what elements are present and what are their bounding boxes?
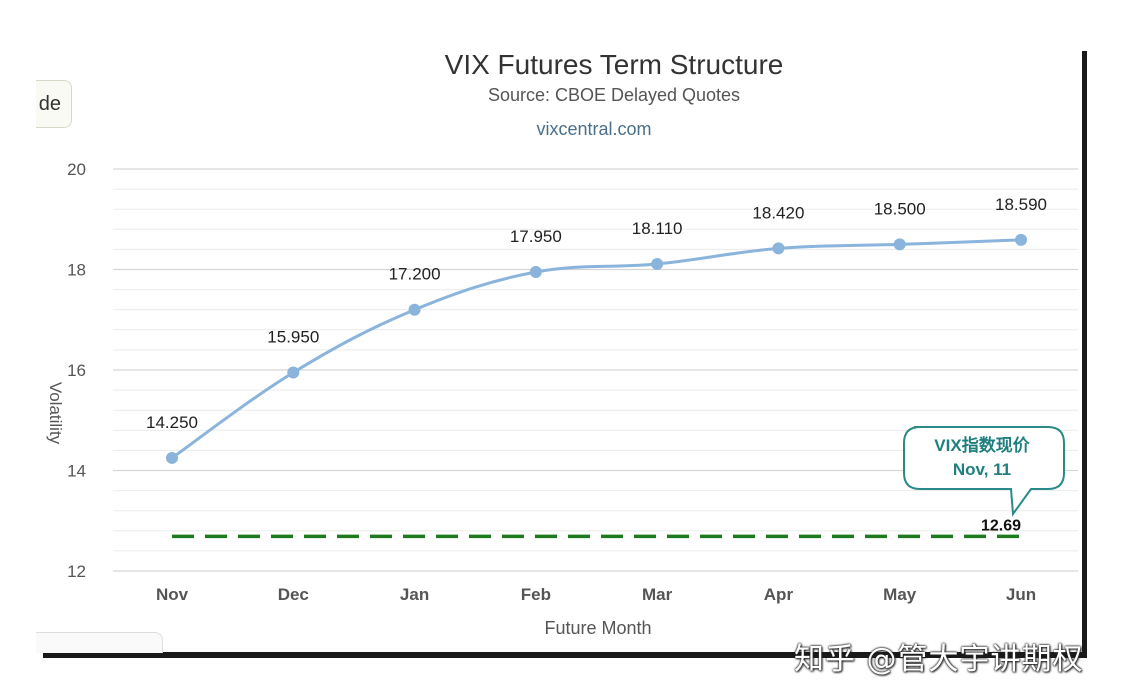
chart-title: VIX Futures Term Structure — [445, 49, 784, 80]
x-tick-label: Feb — [521, 585, 551, 604]
x-tick-label: Dec — [278, 585, 309, 604]
x-tick-labels: Nov Dec Jan Feb Mar Apr May Jun — [156, 585, 1036, 604]
y-tick-label: 18 — [67, 261, 86, 280]
data-point[interactable] — [1015, 233, 1027, 246]
x-tick-label: May — [883, 585, 917, 604]
data-point[interactable] — [166, 451, 178, 464]
y-tick-label: 16 — [67, 361, 86, 380]
data-point[interactable] — [287, 366, 300, 379]
data-label: 17.950 — [510, 227, 562, 246]
bottom-tab[interactable] — [36, 632, 163, 653]
data-label: 18.500 — [874, 199, 926, 218]
watermark: 知乎 @管大宇讲期权 — [794, 642, 1084, 677]
series-layer: 14.250 15.950 17.200 17.950 18.110 18.420 18.5… — [146, 195, 1047, 464]
x-tick-label: Nov — [156, 585, 189, 604]
callout-line2: Nov, 11 — [953, 460, 1011, 479]
data-label: 14.250 — [146, 413, 198, 432]
data-point[interactable] — [408, 303, 421, 316]
chart-card: VIX Futures Term Structure Source: CBOE … — [38, 45, 1082, 652]
x-tick-label: Apr — [764, 585, 794, 604]
grid-layer — [113, 168, 1078, 572]
y-tick-label: 20 — [67, 160, 86, 179]
x-tick-label: Jun — [1006, 585, 1036, 604]
side-button-label: de — [38, 92, 61, 115]
y-tick-label: 12 — [67, 562, 86, 581]
data-point[interactable] — [893, 238, 906, 251]
data-label: 18.420 — [752, 203, 804, 222]
data-label: 18.590 — [995, 195, 1047, 214]
data-point[interactable] — [772, 242, 785, 255]
side-button[interactable]: de — [36, 80, 72, 128]
reference-line-layer: 12.69 — [172, 517, 1021, 539]
callout: VIX指数现价 Nov, 11 — [903, 426, 1065, 517]
data-point[interactable] — [529, 266, 542, 279]
data-label: 17.200 — [389, 265, 441, 284]
x-tick-label: Jan — [400, 585, 429, 604]
chart-svg: VIX Futures Term Structure Source: CBOE … — [46, 49, 1078, 638]
y-tick-label: 14 — [67, 462, 86, 481]
callout-line1: VIX指数现价 — [934, 435, 1030, 455]
series-line — [171, 238, 1022, 460]
x-axis-label: Future Month — [544, 618, 651, 638]
data-label: 18.110 — [632, 219, 683, 238]
reference-line-label: 12.69 — [981, 517, 1021, 534]
callout-bubble — [903, 426, 1065, 517]
chart-credit[interactable]: vixcentral.com — [536, 119, 651, 139]
y-tick-labels: 12 14 16 18 20 — [67, 160, 86, 581]
x-tick-label: Mar — [642, 585, 673, 604]
y-axis-label: Volatility — [46, 382, 65, 445]
data-label: 15.950 — [267, 328, 319, 347]
data-point[interactable] — [651, 257, 664, 270]
chart-subtitle: Source: CBOE Delayed Quotes — [488, 85, 740, 105]
